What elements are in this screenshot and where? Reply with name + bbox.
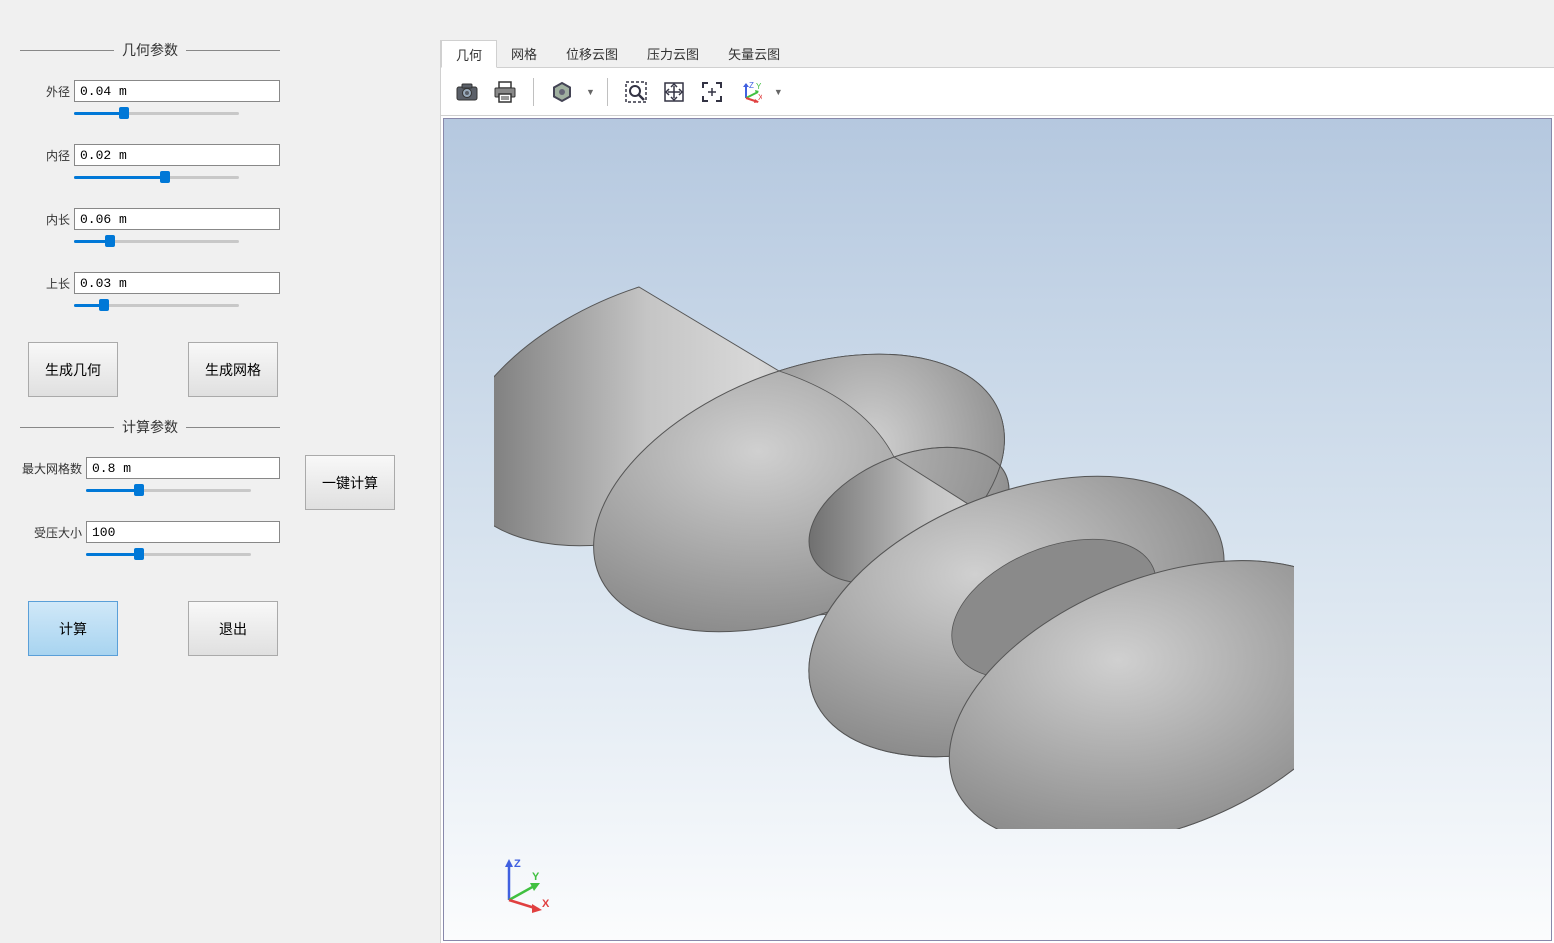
calc-params-title: 计算参数 (114, 417, 186, 437)
calc-params-group: 计算参数 最大网格数 受压大小 (20, 417, 280, 656)
fit-icon[interactable] (658, 76, 690, 108)
tab-vector[interactable]: 矢量云图 (714, 40, 795, 67)
svg-text:Z: Z (514, 858, 521, 870)
calc-params-header: 计算参数 (20, 417, 280, 437)
fit-all-icon[interactable] (696, 76, 728, 108)
zoom-box-icon[interactable] (620, 76, 652, 108)
upper-len-slider[interactable] (74, 298, 239, 312)
tab-displacement[interactable]: 位移云图 (552, 40, 633, 67)
max-mesh-slider[interactable] (86, 483, 251, 497)
tab-row: 几何 网格 位移云图 压力云图 矢量云图 (441, 40, 1554, 68)
param-label: 上长 (20, 275, 70, 292)
outer-dia-input[interactable] (74, 80, 280, 102)
dropdown-arrow-icon[interactable]: ▼ (586, 87, 595, 97)
hexagon-icon[interactable] (546, 76, 578, 108)
model-3d (494, 179, 1294, 829)
axes-icon[interactable]: Z Y X (734, 76, 766, 108)
calc-button[interactable]: 计算 (28, 601, 118, 656)
param-label: 外径 (20, 83, 70, 100)
inner-dia-slider[interactable] (74, 170, 239, 184)
param-inner-len: 内长 (20, 208, 280, 248)
one-click-button[interactable]: 一键计算 (305, 455, 395, 510)
svg-text:X: X (542, 898, 550, 910)
gen-geo-button[interactable]: 生成几何 (28, 342, 118, 397)
param-inner-dia: 内径 (20, 144, 280, 184)
pressure-slider[interactable] (86, 547, 251, 561)
tab-pressure[interactable]: 压力云图 (633, 40, 714, 67)
calc-buttons: 计算 退出 (28, 601, 280, 656)
print-icon[interactable] (489, 76, 521, 108)
param-label: 受压大小 (20, 524, 82, 541)
right-panel: 几何 网格 位移云图 压力云图 矢量云图 (440, 40, 1554, 943)
toolbar-separator (533, 78, 534, 106)
outer-dia-slider[interactable] (74, 106, 239, 120)
geo-params-group: 几何参数 外径 内径 (20, 40, 280, 397)
dropdown-arrow-icon[interactable]: ▼ (774, 87, 783, 97)
svg-text:Y: Y (756, 82, 762, 91)
param-label: 内长 (20, 211, 70, 228)
upper-len-input[interactable] (74, 272, 280, 294)
inner-len-input[interactable] (74, 208, 280, 230)
camera-icon[interactable] (451, 76, 483, 108)
geo-buttons: 生成几何 生成网格 (28, 342, 280, 397)
svg-text:Z: Z (749, 81, 754, 90)
geo-params-title: 几何参数 (114, 40, 186, 60)
param-max-mesh: 最大网格数 (20, 457, 280, 497)
geo-params-header: 几何参数 (20, 40, 280, 60)
inner-len-slider[interactable] (74, 234, 239, 248)
pressure-input[interactable] (86, 521, 280, 543)
tab-geometry[interactable]: 几何 (441, 40, 497, 68)
axes-gizmo: Z Y X (494, 855, 554, 915)
gen-mesh-button[interactable]: 生成网格 (188, 342, 278, 397)
param-pressure: 受压大小 (20, 521, 280, 561)
viewport-toolbar: ▼ Z (441, 68, 1554, 116)
tab-mesh[interactable]: 网格 (497, 40, 552, 67)
exit-button[interactable]: 退出 (188, 601, 278, 656)
svg-text:X: X (758, 93, 762, 102)
toolbar-separator (607, 78, 608, 106)
param-upper-len: 上长 (20, 272, 280, 312)
param-label: 最大网格数 (20, 460, 82, 477)
left-panel: 几何参数 外径 内径 (0, 0, 440, 943)
param-outer-dia: 外径 (20, 80, 280, 120)
param-label: 内径 (20, 147, 70, 164)
max-mesh-input[interactable] (86, 457, 280, 479)
inner-dia-input[interactable] (74, 144, 280, 166)
svg-text:Y: Y (532, 871, 540, 883)
viewport-3d[interactable]: Z Y X (443, 118, 1552, 941)
